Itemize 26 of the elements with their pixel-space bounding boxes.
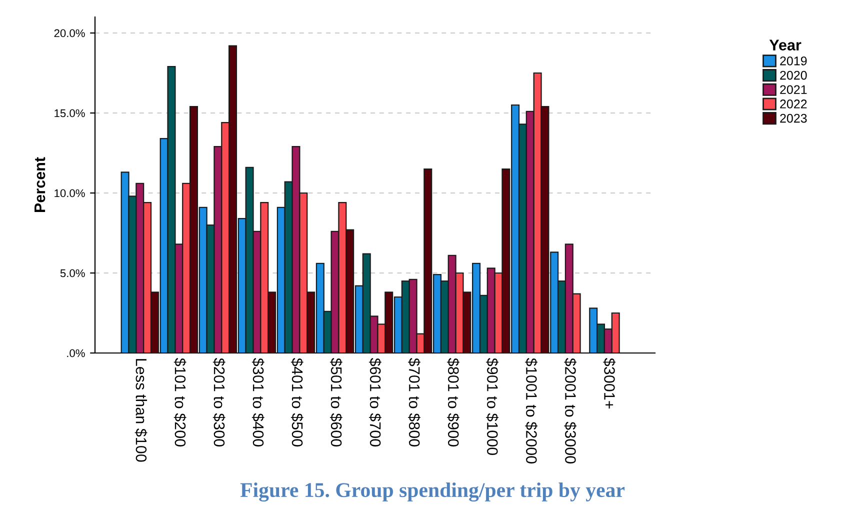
x-tick-label: $2001 to $3000	[564, 358, 577, 464]
x-tick-label: $701 to $800	[408, 358, 420, 446]
x-tick-label: $501 to $600	[330, 358, 342, 446]
x-tick-label: $901 to $1000	[486, 358, 498, 455]
legend-label: 2023	[780, 114, 807, 123]
x-tick-label: $801 to $900	[447, 358, 460, 446]
x-tick-label: $401 to $500	[290, 358, 304, 446]
y-tick-label: 10.0%	[54, 189, 85, 198]
y-axis-title: Percent	[34, 157, 46, 212]
x-tick-label: Less than $100	[134, 359, 148, 462]
legend-label: 2022	[780, 100, 807, 108]
x-tick-label: $3001+	[603, 358, 616, 409]
text: Figure 15. Group spending/per trip by year	[240, 482, 625, 502]
y-tick-label: 5.0%	[60, 269, 85, 278]
legend-label: 2021	[780, 85, 807, 94]
legend-label: 2020	[780, 70, 807, 80]
x-tick-label: $101 to $200	[174, 358, 186, 446]
y-tick-label: .0%	[67, 349, 85, 358]
x-tick-label: $1001 to $2000	[525, 358, 538, 464]
x-tick-label: $601 to $700	[369, 358, 382, 446]
x-tick-label: $301 to $400	[252, 358, 264, 446]
legend-title: Year	[769, 40, 802, 50]
legend-label: 2019	[780, 56, 807, 66]
y-tick-label: 20.0%	[54, 29, 85, 38]
y-tick-label: 15.0%	[54, 109, 85, 118]
x-tick-label: $201 to $300	[212, 358, 226, 446]
